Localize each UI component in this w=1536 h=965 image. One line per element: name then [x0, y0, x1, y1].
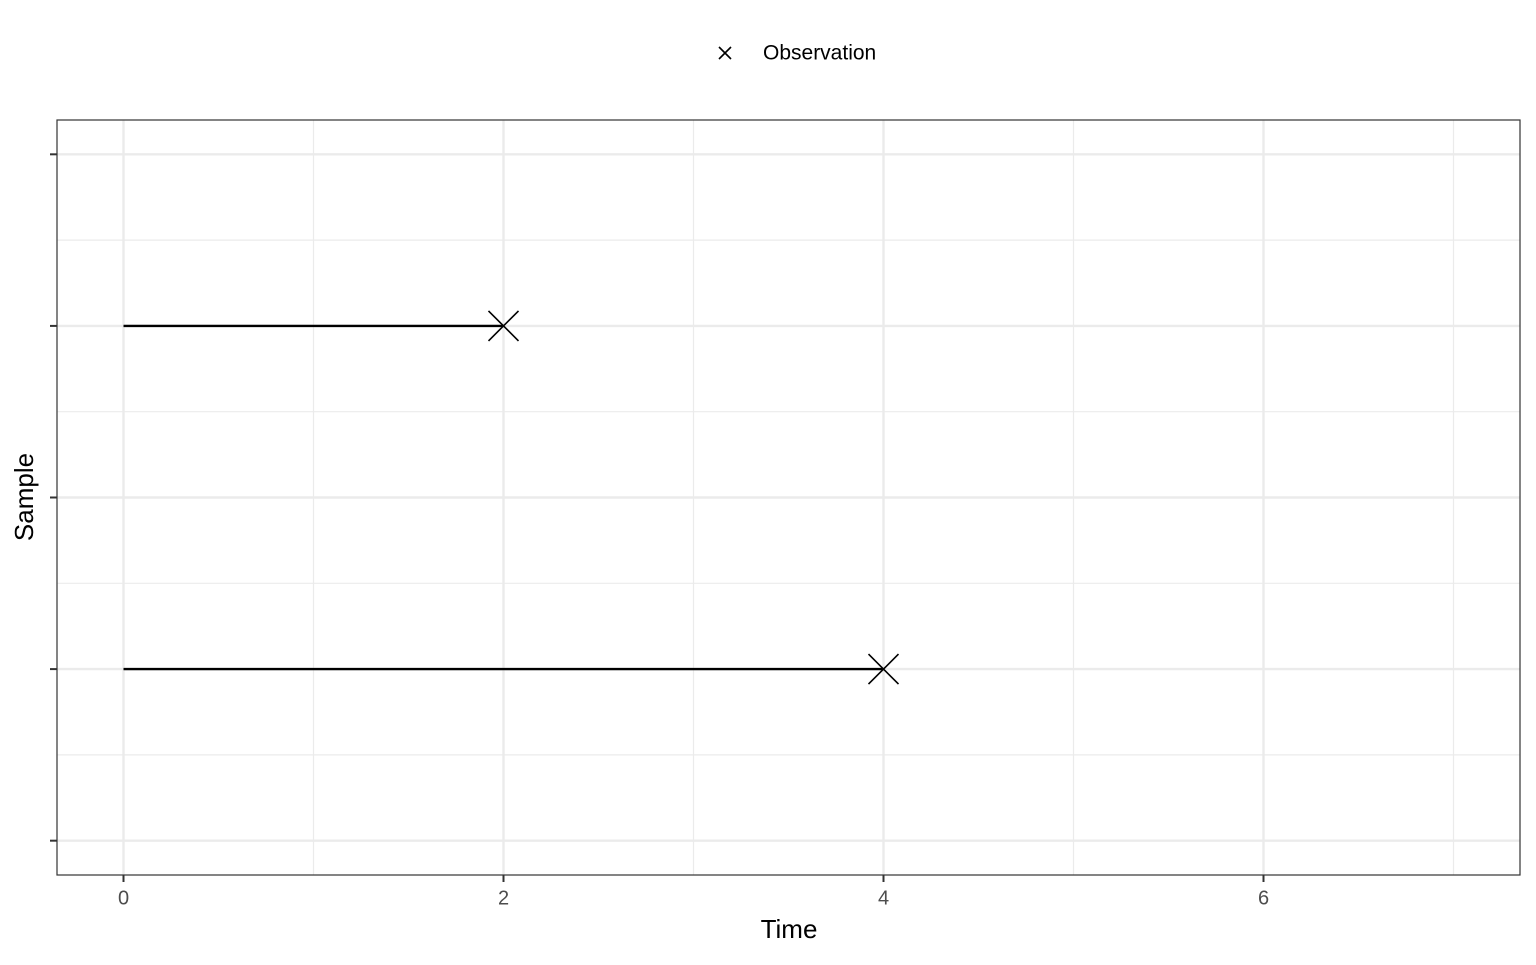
cross-path [718, 46, 732, 60]
y-axis-label: Sample [9, 453, 39, 541]
panel-border [56, 119, 1521, 876]
legend-marker [718, 46, 732, 60]
x-tick-label: 2 [498, 887, 509, 909]
legend-label: Observation [763, 42, 876, 65]
x-tick-label: 4 [878, 887, 889, 909]
cross-path [487, 310, 520, 342]
x-tick-label: 0 [118, 887, 129, 909]
observation-marker [867, 653, 900, 685]
cross-path [867, 653, 900, 685]
x-tick-label: 6 [1258, 887, 1269, 909]
observation-marker [487, 310, 520, 342]
x-axis-label: Time [761, 914, 818, 944]
